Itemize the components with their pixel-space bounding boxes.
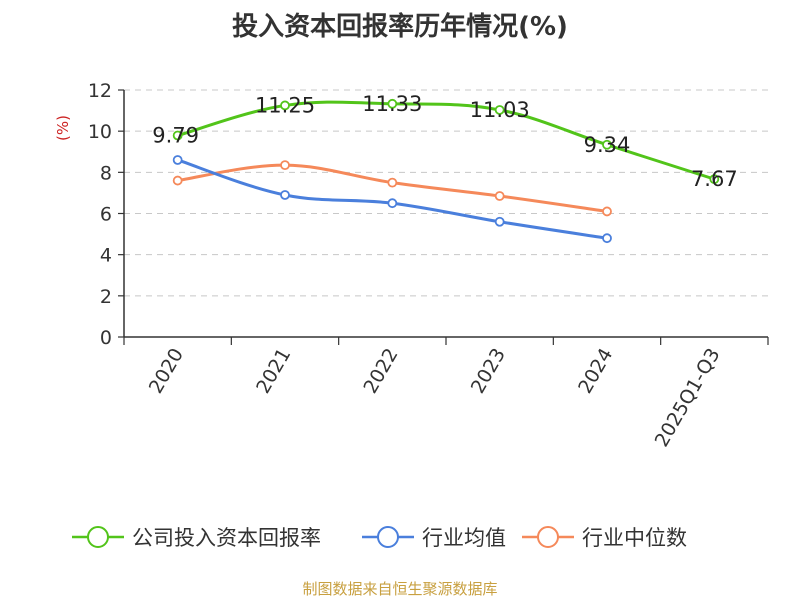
data-point <box>387 177 398 188</box>
legend: 公司投入资本回报率 行业均值 行业中位数 <box>72 526 687 550</box>
data-point <box>280 160 290 171</box>
legend-marker <box>87 526 109 548</box>
y-tick-label: 8 <box>100 162 112 184</box>
y-tick-label: 0 <box>100 327 112 349</box>
data-point <box>602 233 612 244</box>
legend-label: 公司投入资本回报率 <box>132 526 321 550</box>
data-point <box>494 191 505 201</box>
grid-lines <box>124 89 768 297</box>
data-point <box>709 174 720 185</box>
data-point <box>387 98 398 109</box>
data-label: 11.03 <box>470 98 530 122</box>
data-point <box>280 190 290 200</box>
data-label: 11.25 <box>255 93 315 117</box>
chart-title: 投入资本回报率历年情况(%) <box>232 12 568 42</box>
data-point <box>172 130 183 141</box>
source-note: 制图数据来自恒生聚源数据库 <box>302 580 498 598</box>
x-tick-label: 2025Q1-Q3 <box>651 345 725 451</box>
data-point <box>602 206 612 217</box>
y-tick-label: 12 <box>88 80 112 102</box>
data-label: 9.79 <box>152 123 199 147</box>
data-point <box>280 100 290 111</box>
x-tick-label: 2023 <box>467 344 510 397</box>
data-labels: 9.79 11.25 11.33 11.03 9.34 7.67 <box>152 92 737 191</box>
data-label: 11.33 <box>362 92 422 116</box>
data-label: 7.67 <box>691 167 738 191</box>
x-tick-label: 2021 <box>252 345 295 398</box>
data-point <box>602 139 612 150</box>
x-tick-label: 2020 <box>145 345 188 398</box>
x-tick-label: 2024 <box>574 345 617 398</box>
y-axis-label: (%) <box>54 115 72 141</box>
data-label: 9.34 <box>584 133 631 157</box>
legend-label: 行业中位数 <box>582 526 687 550</box>
data-point <box>172 155 183 165</box>
legend-marker <box>377 526 399 548</box>
data-point <box>494 105 505 115</box>
series-line <box>177 100 715 181</box>
x-tick-label: 2022 <box>359 345 402 398</box>
series <box>172 98 720 244</box>
y-tick-label: 10 <box>88 121 112 143</box>
data-point <box>172 175 183 186</box>
data-point <box>494 216 505 227</box>
y-tick-label: 4 <box>100 245 112 267</box>
y-tick-label: 2 <box>100 286 112 308</box>
data-point <box>387 198 398 209</box>
legend-marker <box>537 526 559 548</box>
y-tick-label: 6 <box>100 204 112 226</box>
legend-label: 行业均值 <box>422 526 506 550</box>
